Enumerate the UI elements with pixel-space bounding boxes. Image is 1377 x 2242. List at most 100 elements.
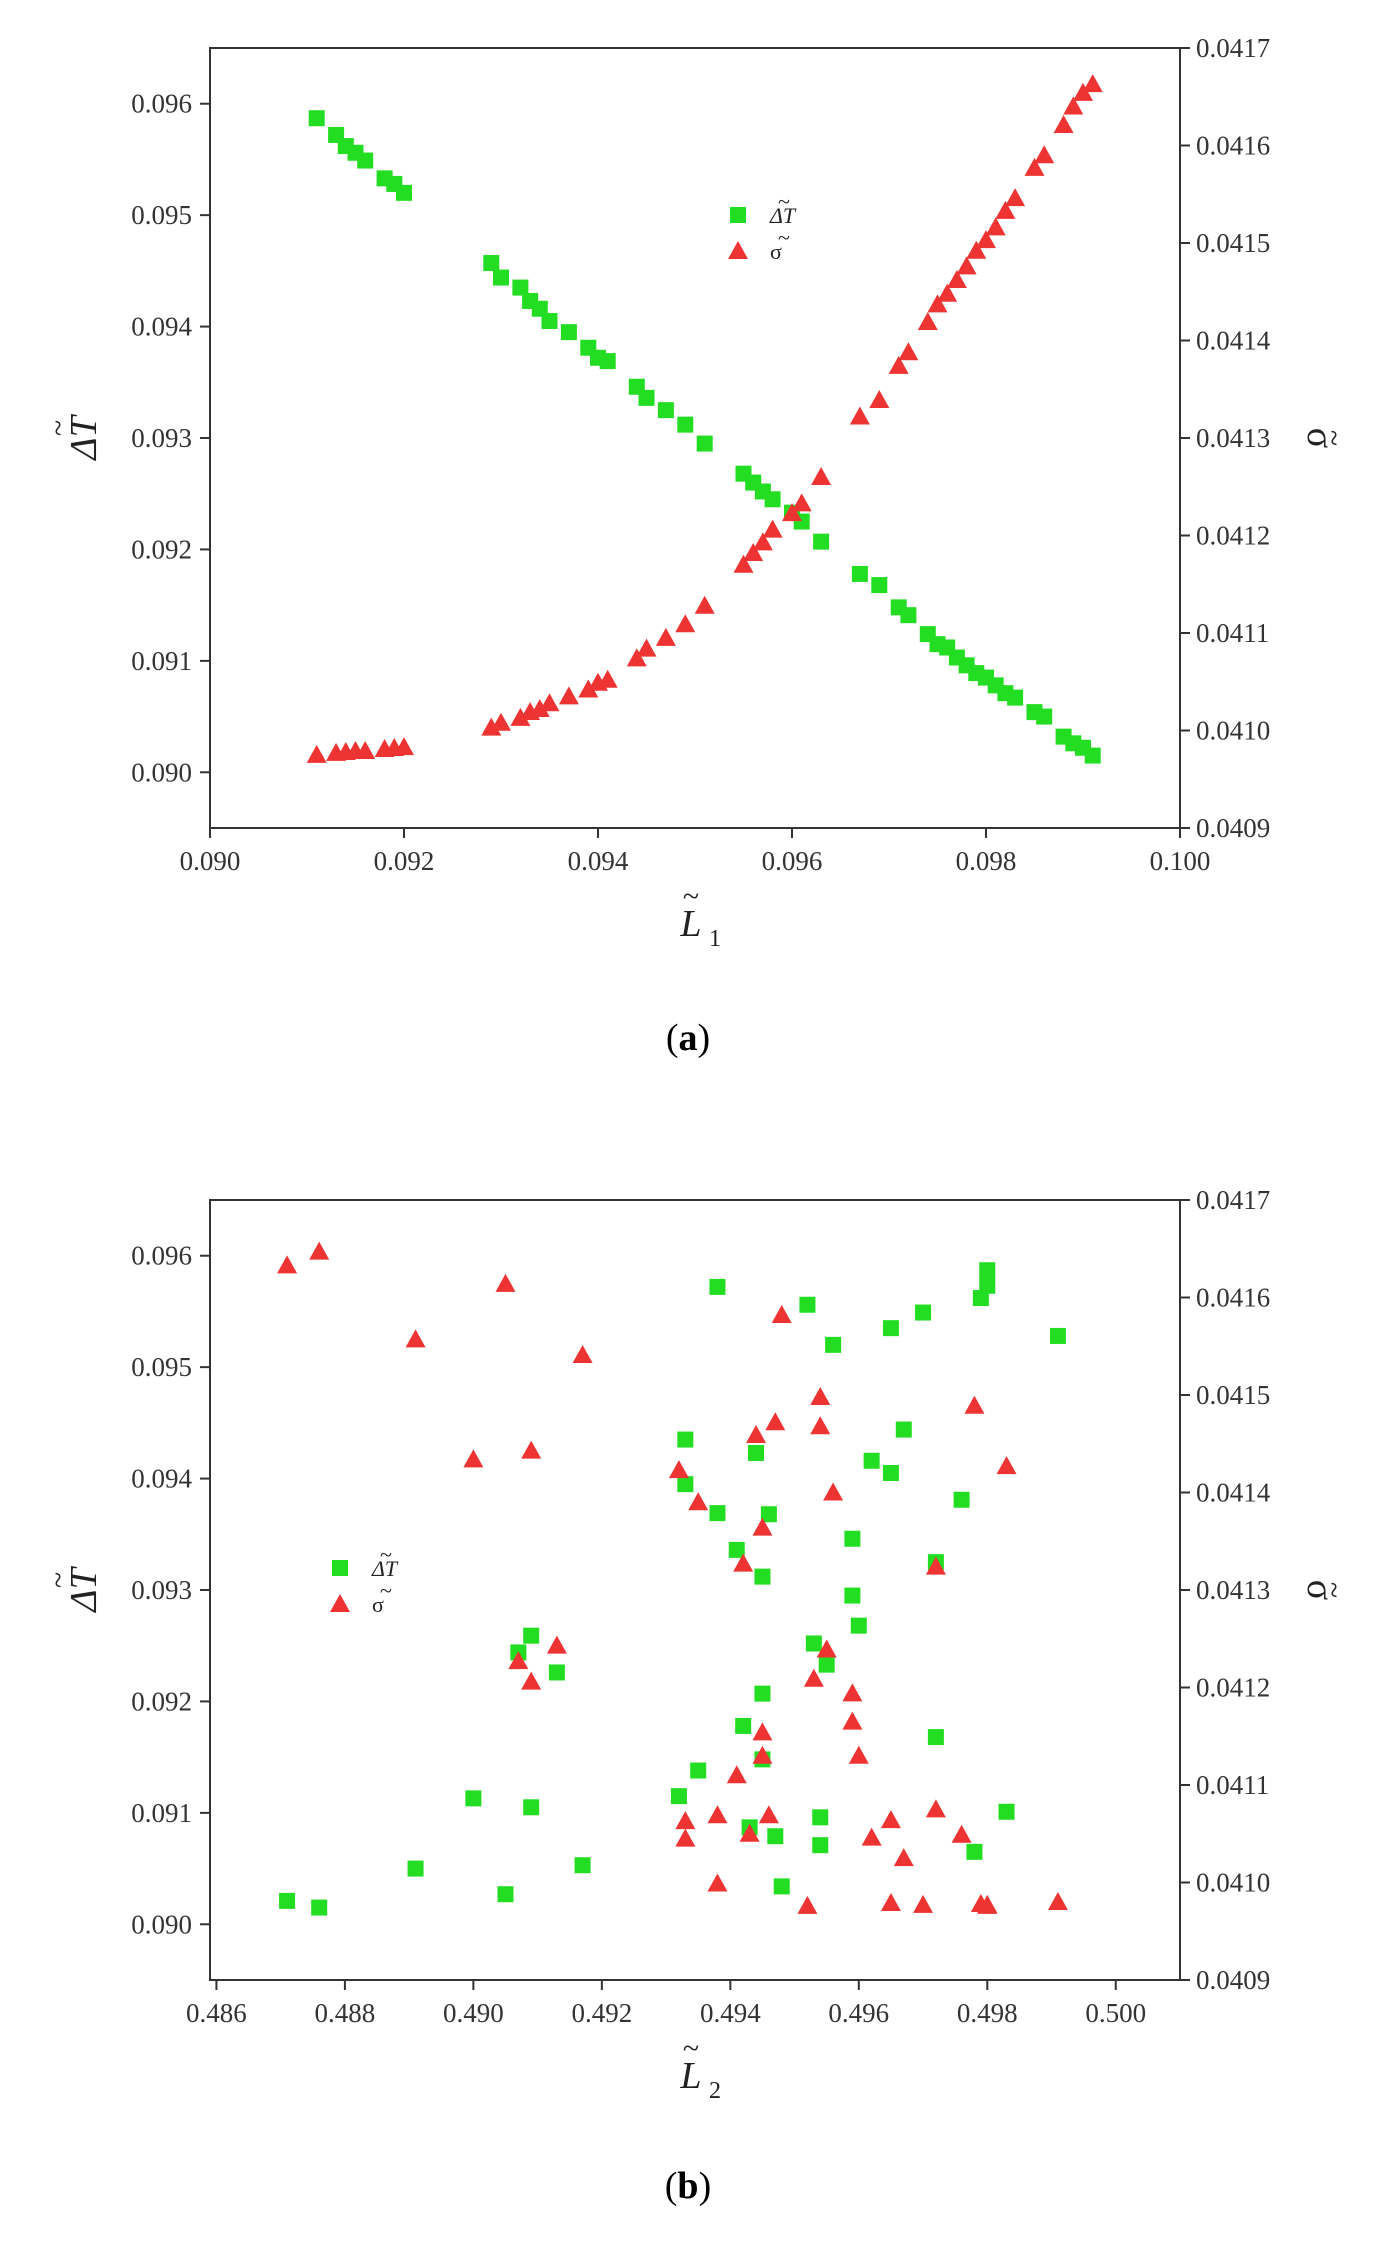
delta-t-point bbox=[657, 402, 674, 419]
legend: ~ΔT~σ bbox=[728, 189, 797, 264]
sigma-point bbox=[797, 1895, 818, 1914]
delta-t-point bbox=[953, 1491, 970, 1508]
series-delta-t bbox=[279, 1262, 1066, 1916]
y-tick-label: 0.091 bbox=[131, 1798, 192, 1828]
sigma-point bbox=[277, 1255, 298, 1274]
delta-t-point bbox=[483, 255, 500, 272]
sigma-point bbox=[521, 1671, 542, 1690]
sigma-point bbox=[529, 699, 550, 718]
delta-t-point bbox=[311, 1899, 328, 1916]
sigma-point bbox=[976, 230, 996, 249]
delta-t-point bbox=[541, 313, 558, 329]
legend-label: ΔT bbox=[769, 203, 797, 228]
sigma-point bbox=[762, 519, 783, 538]
sigma-point bbox=[995, 200, 1016, 219]
sigma-point bbox=[355, 740, 376, 759]
sigma-point bbox=[597, 669, 618, 688]
y2-tick-label: 0.0411 bbox=[1196, 1770, 1269, 1800]
delta-t-point bbox=[531, 300, 548, 317]
delta-t-point bbox=[599, 353, 616, 370]
sigma-point bbox=[849, 406, 870, 425]
x-axis-subscript: 2 bbox=[709, 2078, 721, 2104]
legend-label: σ bbox=[770, 239, 782, 264]
y2-tick-label: 0.0412 bbox=[1196, 1673, 1270, 1703]
sigma-point bbox=[956, 256, 977, 275]
sigma-point bbox=[752, 1745, 773, 1764]
sigma-point bbox=[810, 1416, 831, 1435]
x-tick-label: 0.100 bbox=[1150, 846, 1211, 876]
delta-t-point bbox=[805, 1635, 822, 1652]
delta-t-point bbox=[844, 1530, 861, 1547]
sigma-point bbox=[1034, 145, 1055, 164]
sigma-point bbox=[937, 283, 958, 302]
x-tick-label: 0.494 bbox=[700, 1998, 761, 2028]
delta-t-point bbox=[1007, 689, 1024, 706]
y-tick-label: 0.091 bbox=[131, 646, 192, 676]
delta-t-point bbox=[308, 110, 325, 127]
y2-tick-label: 0.0409 bbox=[1196, 1965, 1270, 1995]
delta-t-point bbox=[773, 1878, 790, 1895]
y-tick-label: 0.090 bbox=[131, 757, 192, 787]
x-tick-label: 0.098 bbox=[956, 846, 1017, 876]
y2-tick-label: 0.0409 bbox=[1196, 813, 1270, 843]
x-axis-subscript: 1 bbox=[709, 926, 721, 952]
delta-t-point bbox=[882, 1320, 899, 1337]
y2-tick-label: 0.0415 bbox=[1196, 228, 1270, 258]
delta-t-point bbox=[735, 1717, 752, 1734]
sigma-point bbox=[752, 532, 773, 551]
delta-t-point bbox=[900, 607, 917, 624]
panel-paren-close: ) bbox=[699, 2165, 712, 2207]
plot-frame bbox=[209, 1199, 1181, 1981]
y-axis-tilde: ~ bbox=[42, 1572, 75, 1588]
panel-letter: b bbox=[677, 2165, 698, 2207]
y-tick-label: 0.094 bbox=[131, 1464, 192, 1494]
y-tick-label: 0.095 bbox=[131, 1352, 192, 1382]
sigma-point bbox=[463, 1449, 484, 1468]
sigma-point bbox=[746, 1424, 767, 1443]
x-axis-tilde: ~ bbox=[683, 2032, 699, 2065]
sigma-point bbox=[481, 717, 502, 736]
sigma-point bbox=[823, 1482, 844, 1501]
sigma-point bbox=[927, 294, 948, 313]
delta-t-point bbox=[850, 1617, 867, 1634]
delta-t-point bbox=[677, 1476, 694, 1493]
sigma-point bbox=[1024, 157, 1045, 176]
sigma-point bbox=[626, 648, 647, 667]
x-tick-label: 0.498 bbox=[957, 1998, 1018, 2028]
legend: ~ΔT~σ bbox=[330, 1542, 399, 1617]
delta-t-point bbox=[851, 565, 868, 582]
y2-tick-label: 0.0416 bbox=[1196, 1283, 1270, 1313]
series-delta-t bbox=[308, 110, 1101, 764]
delta-t-point bbox=[748, 1444, 765, 1461]
panel-paren-close: ) bbox=[698, 1017, 711, 1059]
y-axis-title-group: ~ΔT bbox=[42, 413, 105, 461]
sigma-point bbox=[733, 1553, 754, 1572]
sigma-point bbox=[869, 389, 890, 408]
sigma-point bbox=[1053, 115, 1074, 134]
delta-t-point bbox=[407, 1860, 424, 1877]
sigma-point bbox=[880, 1892, 901, 1911]
y2-axis-title-group: ~σ bbox=[1299, 428, 1350, 448]
sigma-point bbox=[739, 1823, 760, 1842]
y-axis-title: ΔT bbox=[63, 1565, 105, 1613]
sigma-point bbox=[491, 712, 511, 731]
y-tick-label: 0.095 bbox=[131, 200, 192, 230]
y2-tick-label: 0.0413 bbox=[1196, 423, 1270, 453]
delta-t-point bbox=[574, 1857, 591, 1874]
sigma-point bbox=[707, 1873, 728, 1892]
delta-t-point bbox=[396, 184, 412, 201]
sigma-point bbox=[558, 686, 579, 705]
y2-tick-label: 0.0410 bbox=[1196, 1868, 1270, 1898]
sigma-point bbox=[771, 1305, 792, 1324]
y2-tick-label: 0.0410 bbox=[1196, 716, 1270, 746]
sigma-point bbox=[546, 1635, 567, 1654]
sigma-point bbox=[765, 1412, 786, 1431]
delta-t-point bbox=[1084, 747, 1101, 764]
y2-tick-label: 0.0417 bbox=[1196, 1185, 1270, 1215]
x-tick-label: 0.096 bbox=[762, 846, 823, 876]
delta-t-point bbox=[560, 324, 577, 341]
legend-triangle-marker bbox=[728, 241, 748, 259]
x-axis-title: L bbox=[679, 2055, 701, 2097]
delta-t-point bbox=[812, 1809, 829, 1826]
delta-t-point bbox=[548, 1664, 565, 1681]
